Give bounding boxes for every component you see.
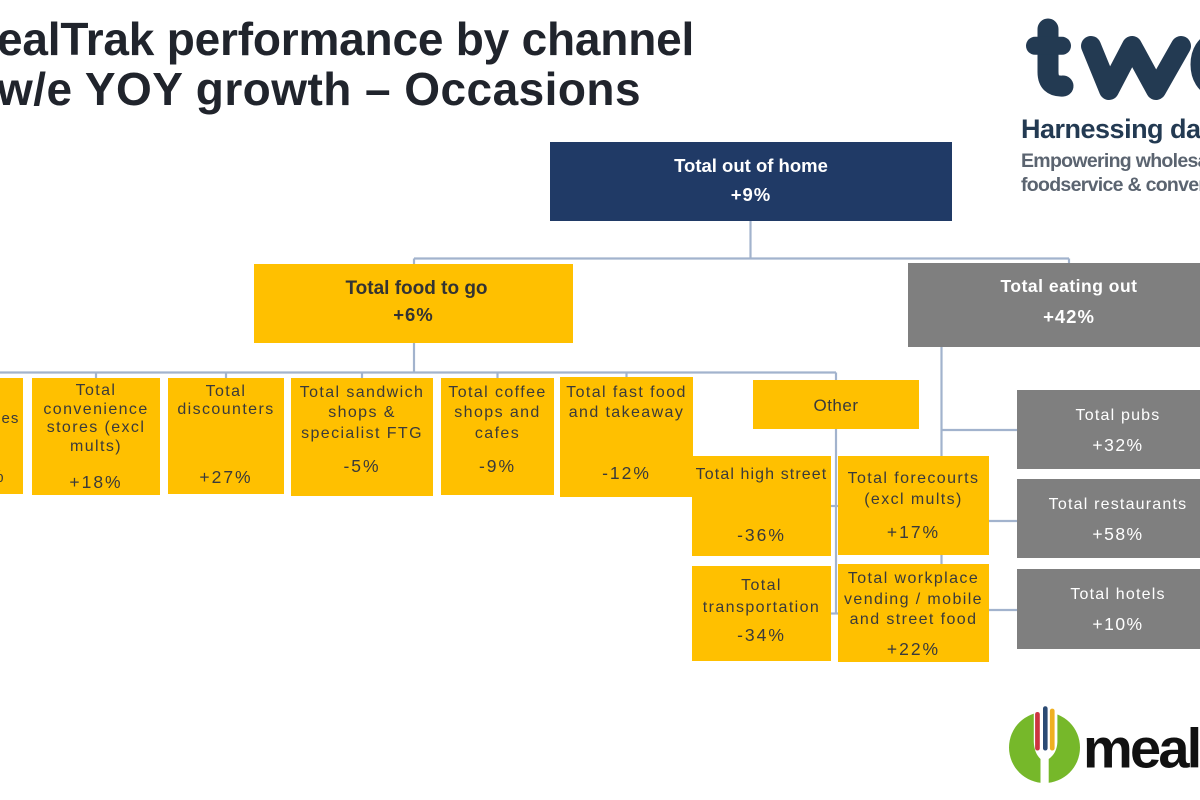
svg-text:mealtr: mealtr	[1083, 717, 1200, 780]
svg-text:Empowering wholesale,: Empowering wholesale,	[1021, 150, 1200, 172]
svg-text:Harnessing data: Harnessing data	[1021, 114, 1200, 144]
svg-text:foodservice & convenience: foodservice & convenience	[1021, 174, 1200, 196]
